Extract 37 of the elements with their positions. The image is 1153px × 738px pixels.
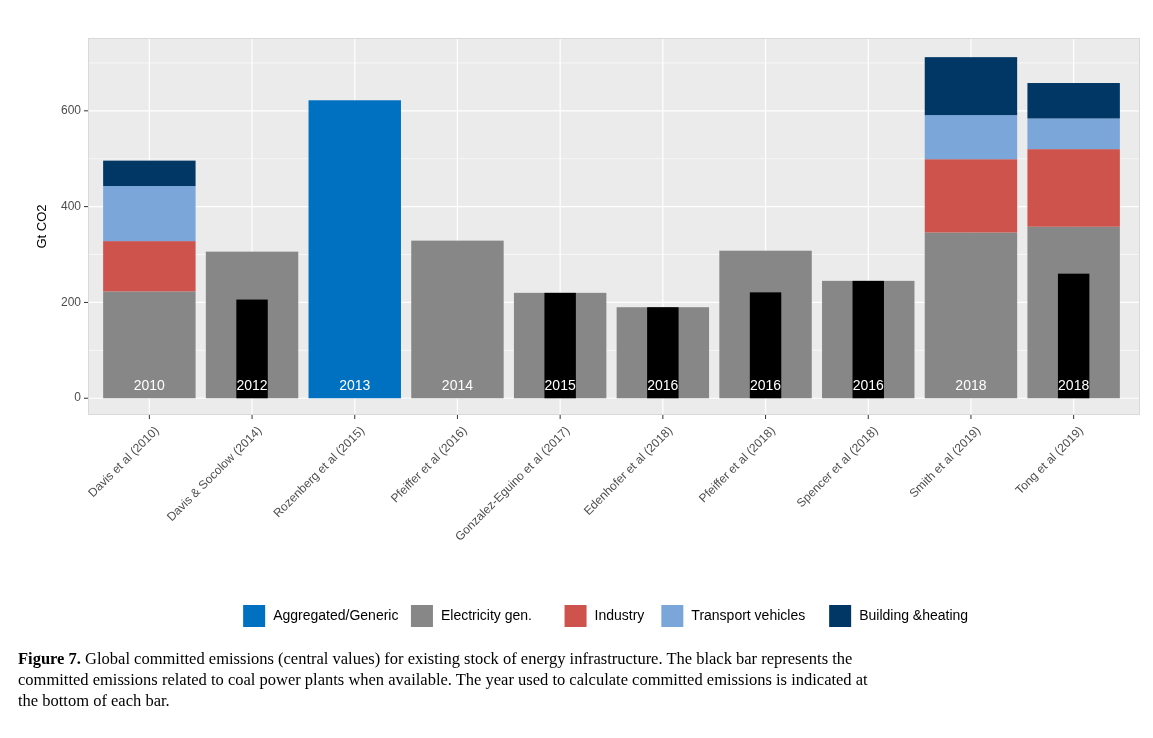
y-tick-label: 600: [60, 102, 82, 117]
annotation: 2010: [133, 376, 166, 393]
bar: [924, 159, 1018, 233]
annotation: 2015: [544, 376, 576, 393]
annotation: 2018: [1058, 376, 1090, 393]
annotation: 2018: [955, 376, 987, 393]
legend-label: Transport vehicles: [691, 606, 806, 623]
annotation: 2016: [749, 376, 782, 393]
legend-label: Building &heating: [859, 606, 969, 623]
bar: [1027, 118, 1120, 150]
legend-label: Electricity gen.: [440, 606, 532, 623]
annotation: 2012: [236, 376, 268, 393]
bar: [103, 186, 196, 242]
legend-label: Industry: [594, 606, 645, 623]
bar: [924, 57, 1018, 116]
bar: [103, 291, 196, 399]
text: Figure 7. Global committed emissions (central values) for existing stock of energy infrastructure. The black bar represents the committed emissions related to coal power plants when available. The year used to calculate committed emissions is indicated at the bottom of each bar.: [18, 649, 869, 710]
bar: [103, 241, 196, 292]
bar: [308, 100, 401, 399]
y-tick-label: 400: [60, 198, 82, 213]
annotation: 2016: [852, 376, 885, 393]
bar: [103, 160, 196, 187]
y-tick-label: 0: [74, 390, 82, 405]
bar: [236, 299, 268, 399]
annotation: 2014: [441, 376, 474, 393]
bar: [1027, 149, 1120, 227]
annotation: 2016: [647, 376, 679, 393]
bar: [411, 240, 504, 399]
legend-label: Aggregated/Generic: [273, 606, 399, 623]
bar: [924, 115, 1018, 160]
bar: [749, 292, 782, 399]
y-axis-title: Gt CO2: [34, 204, 49, 249]
bar: [924, 232, 1018, 399]
annotation: 2013: [339, 376, 371, 393]
y-tick-label: 200: [60, 294, 82, 309]
bar: [1027, 83, 1120, 119]
bar: [1057, 273, 1090, 399]
